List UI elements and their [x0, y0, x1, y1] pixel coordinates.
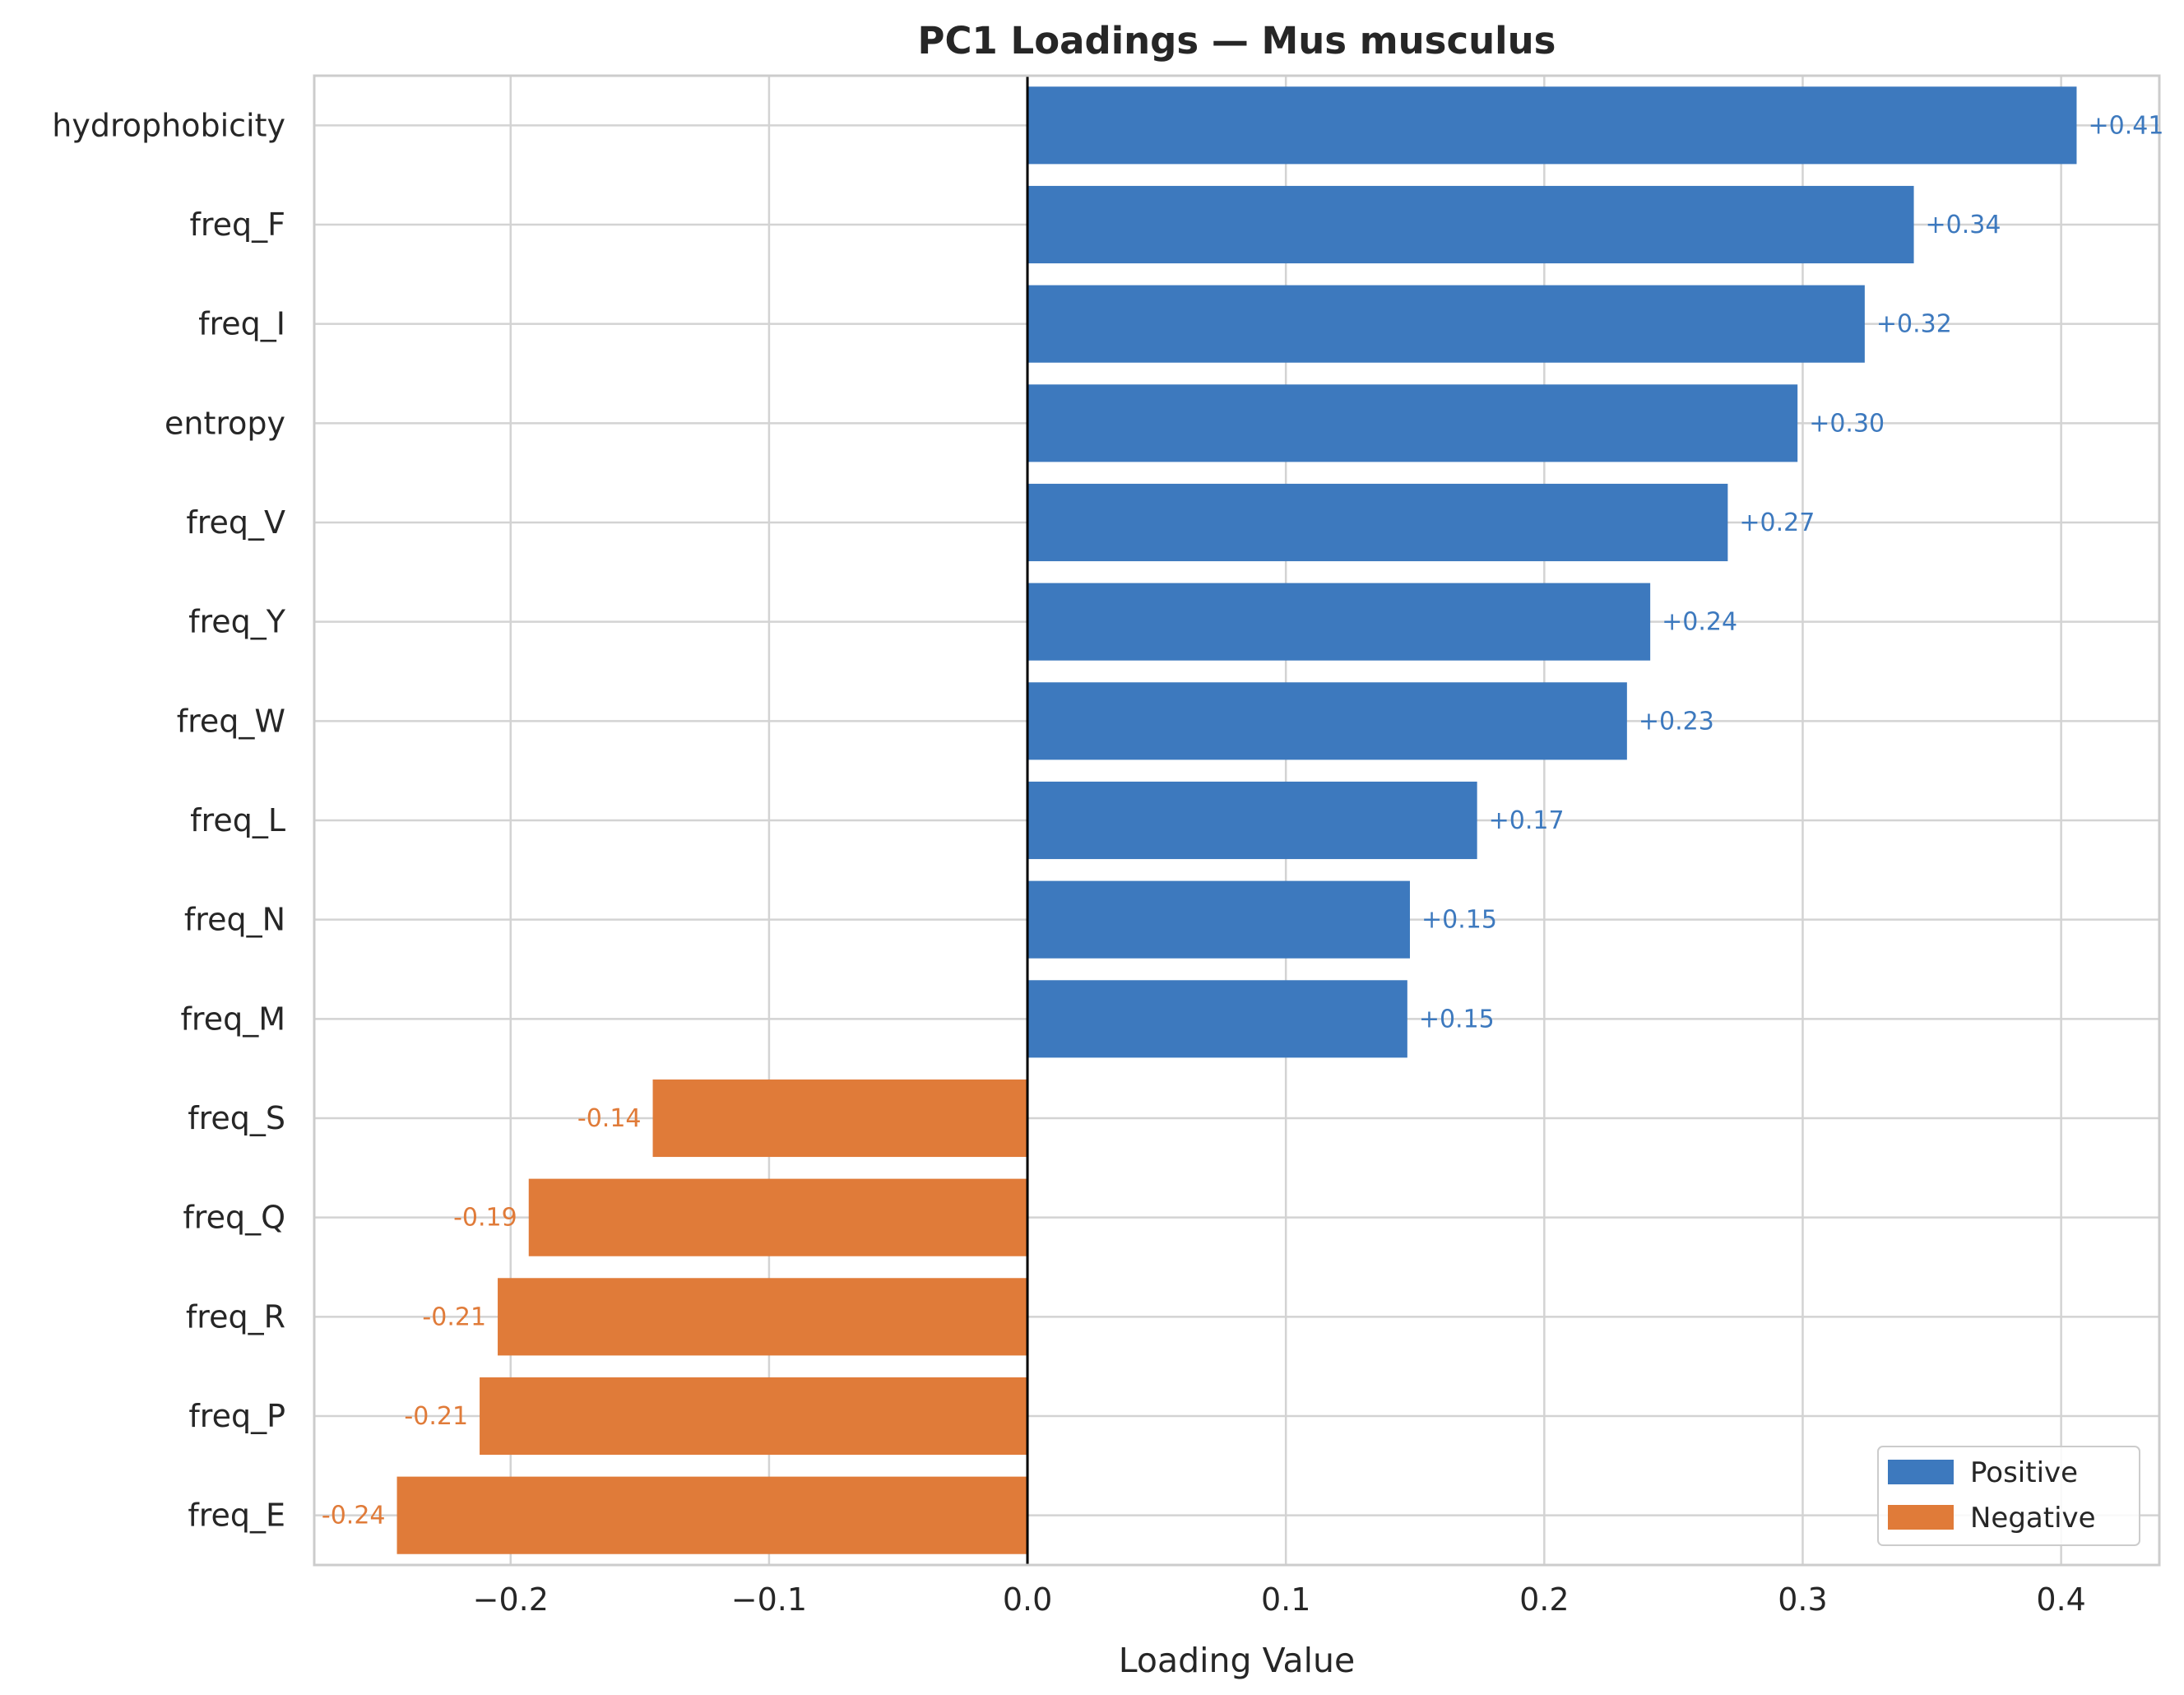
y-tick-label: freq_N	[184, 902, 285, 938]
bar-value-label: +0.17	[1489, 806, 1565, 835]
x-tick-label: 0.0	[1003, 1581, 1052, 1618]
bar-value-labels: +0.41 +0.34 +0.32 +0.30 +0.27 +0.24 +0.23 +0.17…	[322, 111, 2164, 1530]
bar	[1027, 483, 1728, 562]
y-tick-label: freq_L	[190, 802, 285, 838]
y-tick-label: freq_S	[188, 1100, 285, 1136]
y-tick-label: hydrophobicity	[52, 107, 285, 143]
y-tick-label: entropy	[165, 405, 285, 441]
y-tick-label: freq_R	[186, 1298, 285, 1335]
y-tick-label: freq_M	[181, 1001, 285, 1037]
x-tick-label: −0.2	[473, 1581, 549, 1618]
bar	[1027, 880, 1410, 959]
bar	[1027, 285, 1865, 363]
plot-frame	[313, 74, 2161, 1567]
x-tick-label: 0.1	[1261, 1581, 1310, 1618]
bar-value-label: +0.23	[1639, 707, 1714, 736]
x-tick-label: −0.1	[731, 1581, 807, 1618]
bar-value-label: +0.34	[1926, 211, 2001, 239]
bar	[480, 1377, 1028, 1456]
bar	[1027, 583, 1651, 661]
y-tick-label: freq_E	[188, 1498, 285, 1534]
x-tick-labels: −0.2 −0.1 0.0 0.1 0.2 0.3 0.4	[473, 1581, 2086, 1618]
bar	[1027, 185, 1914, 264]
bar-value-label: +0.24	[1662, 608, 1737, 637]
legend: Positive Negative	[1877, 1446, 2140, 1546]
bar	[1027, 86, 2077, 165]
bar	[1027, 980, 1407, 1058]
x-tick-label: 0.4	[2036, 1581, 2085, 1618]
legend-swatch-negative	[1888, 1505, 1954, 1530]
x-axis-label: Loading Value	[1119, 1641, 1355, 1680]
bar-value-label: +0.41	[2088, 111, 2163, 140]
legend-label-positive: Positive	[1970, 1456, 2078, 1489]
bar-value-label: +0.27	[1739, 508, 1815, 537]
y-tick-label: freq_Q	[183, 1200, 285, 1236]
x-tick-label: 0.2	[1519, 1581, 1569, 1618]
bar	[1027, 781, 1477, 860]
bar-value-label: -0.21	[404, 1402, 468, 1431]
bar-value-label: -0.21	[422, 1303, 486, 1331]
bars	[396, 86, 2077, 1554]
y-tick-label: freq_W	[177, 703, 285, 739]
bar	[498, 1278, 1028, 1356]
y-tick-label: freq_F	[189, 207, 285, 243]
legend-label-negative: Negative	[1970, 1502, 2096, 1535]
bar-value-label: +0.15	[1421, 906, 1497, 935]
bar	[528, 1178, 1028, 1256]
bar	[396, 1476, 1028, 1554]
bar-value-label: +0.15	[1419, 1005, 1495, 1033]
y-tick-label: freq_P	[188, 1398, 285, 1434]
bar	[1027, 384, 1798, 462]
y-tick-label: freq_Y	[188, 604, 286, 640]
bar-value-label: +0.32	[1876, 310, 1952, 339]
bar	[652, 1079, 1028, 1158]
bar-value-label: -0.14	[577, 1104, 642, 1133]
legend-swatch-positive	[1888, 1460, 1954, 1484]
bar-value-label: -0.24	[322, 1502, 386, 1530]
x-tick-label: 0.3	[1778, 1581, 1827, 1618]
bar-value-label: +0.30	[1809, 409, 1885, 438]
bar-value-label: -0.19	[453, 1204, 517, 1233]
chart-title: PC1 Loadings — Mus musculus	[918, 19, 1556, 63]
bar	[1027, 682, 1627, 760]
y-tick-label: freq_V	[186, 504, 285, 541]
y-tick-label: freq_I	[198, 306, 285, 342]
